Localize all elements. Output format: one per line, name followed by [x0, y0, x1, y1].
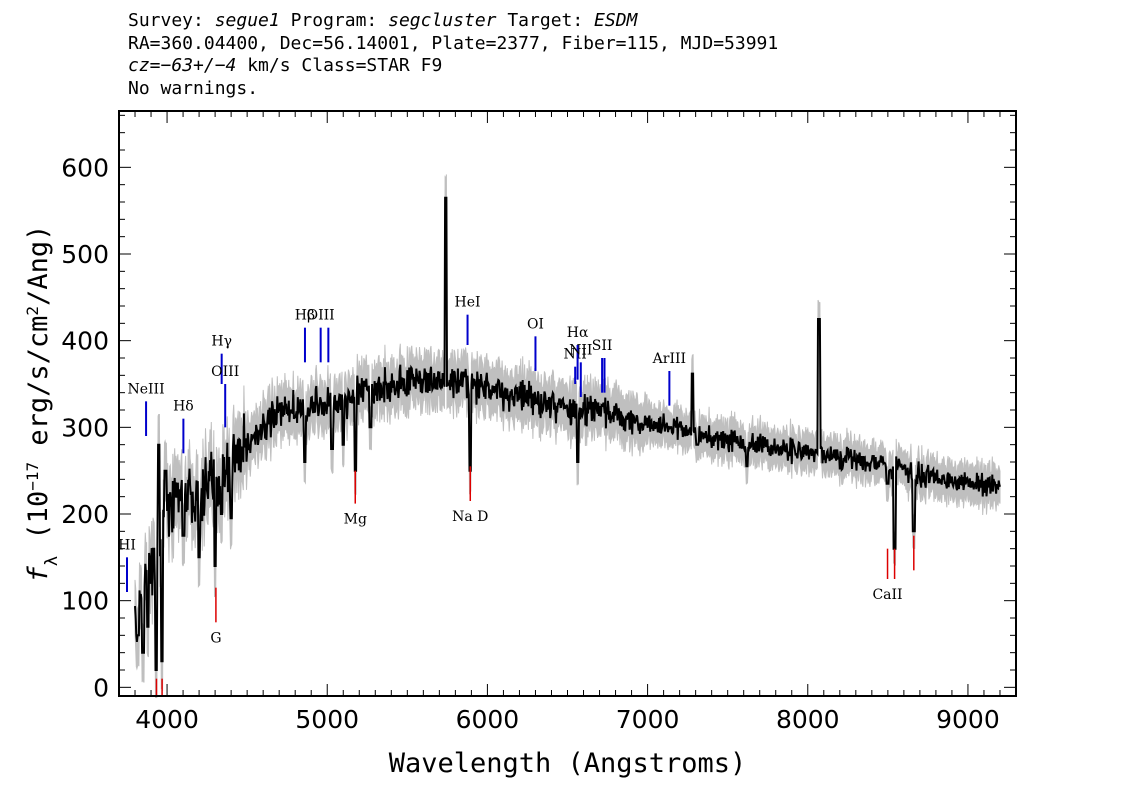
survey-label: Survey:	[128, 10, 204, 31]
emission-line-label: OIII	[307, 308, 335, 324]
absorption-line-label: CaII	[872, 587, 902, 603]
y-tick-label: 200	[61, 500, 109, 529]
error-band-layer	[134, 174, 1001, 699]
x-tick-label: 5000	[295, 705, 359, 734]
emission-line-label: NeIII	[127, 381, 164, 397]
program-value: segcluster	[388, 10, 497, 31]
x-tick-label: 7000	[616, 705, 680, 734]
target-label: Target:	[507, 10, 584, 31]
x-tick-label: 9000	[936, 705, 1000, 734]
x-axis-title: Wavelength (Angstroms)	[389, 748, 747, 779]
emission-line-label: OIII	[211, 364, 239, 380]
cz-unit-class: km/s Class=STAR F9	[236, 55, 443, 76]
header-line-4: No warnings.	[128, 77, 259, 99]
header-line-2: RA=360.04400, Dec=56.14001, Plate=2377, …	[128, 32, 779, 54]
y-tick-label: 300	[61, 413, 109, 442]
absorption-line-label: G	[210, 630, 221, 646]
emission-line-label: OI	[527, 316, 544, 332]
y-tick-label: 100	[61, 587, 109, 616]
emission-line-label: Hδ	[173, 399, 194, 415]
y-axis-title-part: /Ang)	[23, 225, 54, 306]
y-axis-title-part: (10	[23, 491, 54, 556]
program-label: Program:	[290, 10, 378, 31]
y-axis-title-part: 2	[23, 306, 42, 316]
emission-line-label: NII	[569, 342, 592, 358]
y-tick-label: 400	[61, 327, 109, 356]
emission-line-label: Hα	[567, 325, 589, 341]
emission-line-label: Hγ	[211, 334, 232, 350]
flux-layer	[134, 196, 1001, 671]
y-axis-title-part: −17	[23, 462, 42, 491]
header-line-3: cz=−63+/−4 km/s Class=STAR F9	[128, 55, 778, 78]
flux-series-line	[134, 196, 1001, 671]
emission-line-label: NII	[564, 347, 587, 363]
emission-line-label: Hβ	[295, 308, 315, 324]
plot-header: Survey: segue1 Program: segcluster Targe…	[128, 10, 778, 100]
x-tick-label: 4000	[135, 705, 199, 734]
emission-line-label: SII	[592, 338, 613, 354]
error-band	[134, 174, 1001, 699]
cz-label: cz=	[128, 55, 161, 76]
y-axis-title-part: λ	[42, 556, 62, 566]
y-tick-label: 0	[93, 673, 109, 702]
survey-value: segue1	[214, 10, 280, 31]
cz-value: −63+/−4	[160, 55, 237, 76]
y-tick-label: 600	[61, 153, 109, 182]
y-axis-title-part: f	[23, 565, 54, 582]
target-value: ESDM	[594, 10, 638, 31]
x-tick-label: 6000	[456, 705, 520, 734]
y-axis-title: fλ (10−17 erg/s/cm2/Ang)	[23, 225, 63, 583]
axes-layer: 4000 5000 6000 7000 8000 9000 0 100 200 300 400 500…	[61, 110, 1017, 734]
y-axis-title-part: erg/s/cm	[23, 316, 54, 462]
emission-line-label: HI	[118, 537, 136, 553]
y-tick-label: 500	[61, 240, 109, 269]
emission-line-label: HeI	[455, 295, 481, 311]
x-tick-label: 8000	[776, 705, 840, 734]
absorption-line-label: Mg	[344, 512, 367, 528]
header-line-1: Survey: segue1 Program: segcluster Targe…	[128, 10, 778, 33]
absorption-line-label: Na D	[452, 509, 488, 525]
emission-line-label: ArIII	[652, 351, 686, 367]
